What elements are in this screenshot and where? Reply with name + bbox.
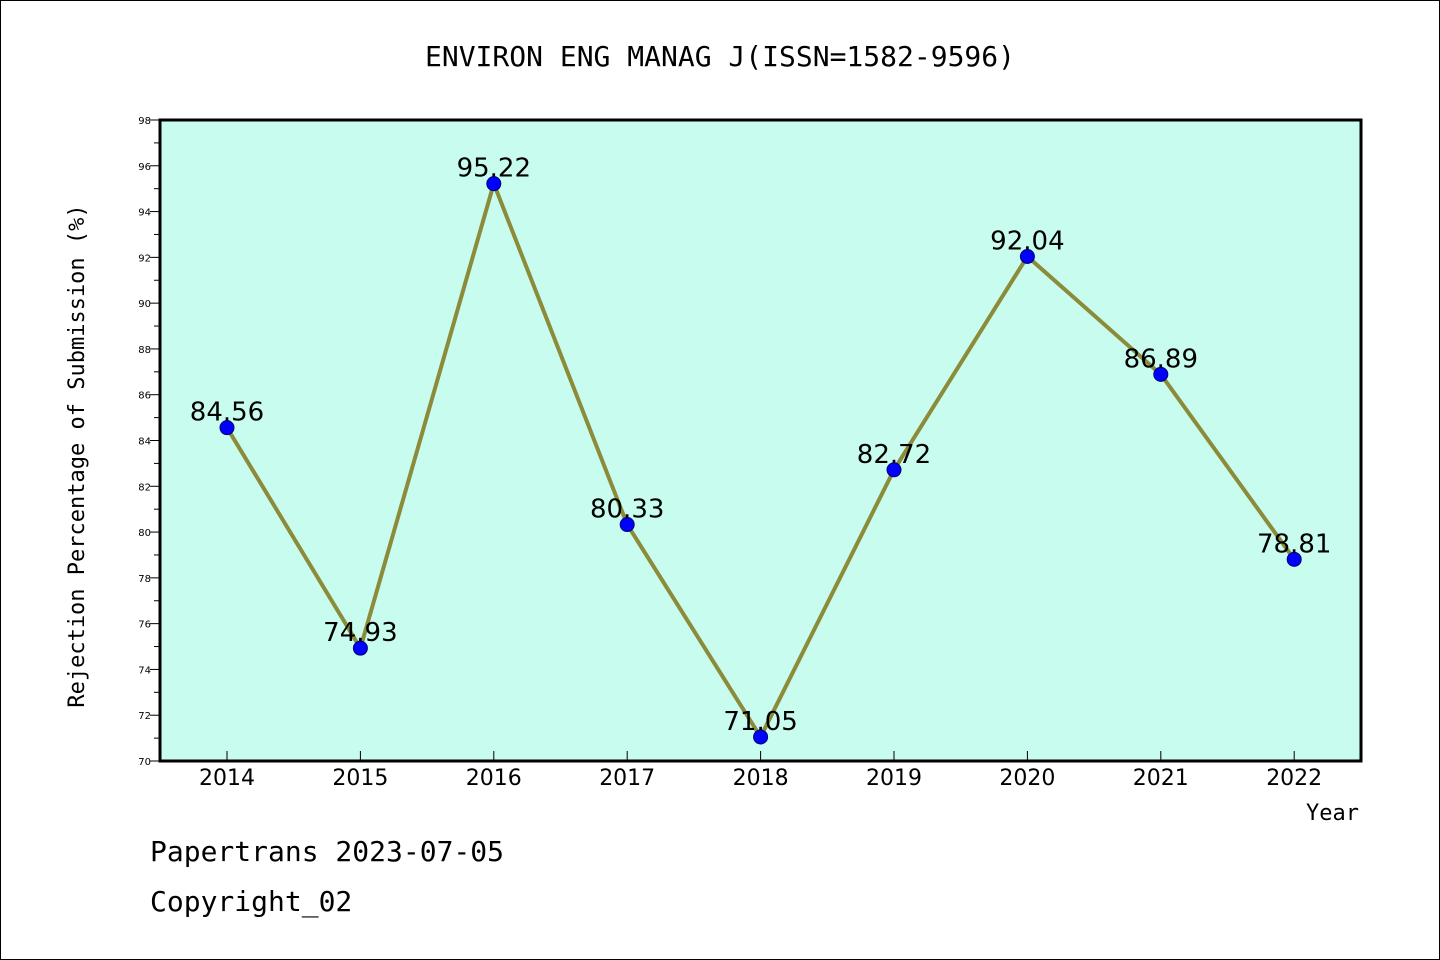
- y-tick-label: 96: [138, 162, 151, 173]
- x-axis-label: Year: [1306, 801, 1359, 826]
- y-tick-label: 80: [138, 528, 151, 539]
- y-tick-label: 84: [138, 437, 151, 448]
- data-label: 92.04: [990, 226, 1064, 256]
- chart-title: ENVIRON ENG MANAG J(ISSN=1582-9596): [425, 40, 1015, 73]
- data-point: [486, 176, 502, 192]
- plot-area: [160, 120, 1361, 761]
- y-tick-label: 70: [138, 757, 151, 768]
- data-label: 78.81: [1257, 529, 1331, 559]
- x-tick-label: 2014: [199, 766, 255, 791]
- y-axis-label: Rejection Percentage of Submission (%): [65, 204, 90, 707]
- data-point: [1019, 248, 1035, 264]
- y-tick-label: 76: [138, 620, 151, 631]
- plot-border: [158, 118, 1363, 763]
- footer-date: Papertrans 2023-07-05: [150, 835, 505, 868]
- x-tick-label: 2018: [733, 766, 789, 791]
- data-point: [1153, 366, 1169, 382]
- data-point: [219, 420, 235, 436]
- y-tick-label: 82: [138, 482, 151, 493]
- data-label: 95.22: [457, 154, 531, 184]
- y-tick-label: 88: [138, 345, 151, 356]
- data-label: 74.93: [323, 618, 397, 648]
- data-label: 86.89: [1124, 344, 1198, 374]
- x-axis-ticks: 2014 2015 2016 2017 2018 2019 2020 2021 2022: [199, 751, 1322, 791]
- data-label: 84.56: [190, 398, 264, 428]
- x-tick-label: 2019: [866, 766, 922, 791]
- y-tick-label: 94: [138, 208, 151, 219]
- y-tick-label: 86: [138, 391, 151, 402]
- y-tick-label: 92: [138, 253, 151, 264]
- x-tick-label: 2021: [1133, 766, 1189, 791]
- y-tick-label: 98: [138, 116, 151, 127]
- x-tick-label: 2016: [466, 766, 522, 791]
- data-point: [886, 462, 902, 478]
- data-point: [619, 517, 635, 533]
- data-point: [1286, 551, 1302, 567]
- data-point: [352, 640, 368, 656]
- data-label: 82.72: [857, 440, 931, 470]
- data-label: 71.05: [723, 707, 797, 737]
- y-tick-label: 74: [138, 665, 151, 676]
- series-markers: [219, 176, 1302, 745]
- data-point: [753, 729, 769, 745]
- x-tick-label: 2015: [332, 766, 388, 791]
- y-tick-label: 78: [138, 574, 151, 585]
- x-tick-label: 2020: [999, 766, 1055, 791]
- y-tick-label: 72: [138, 711, 151, 722]
- data-labels: 84.56 74.93 95.22 80.33 71.05 82.72 92.04 86.89…: [190, 154, 1332, 737]
- x-tick-label: 2022: [1266, 766, 1322, 791]
- y-axis-ticks: 70 72 74 76 78 80 82 84 86 88 90 92 94 96 98: [138, 116, 160, 768]
- footer-copyright: Copyright_02: [150, 885, 353, 918]
- x-tick-label: 2017: [599, 766, 655, 791]
- data-label: 80.33: [590, 495, 664, 525]
- y-tick-label: 90: [138, 299, 151, 310]
